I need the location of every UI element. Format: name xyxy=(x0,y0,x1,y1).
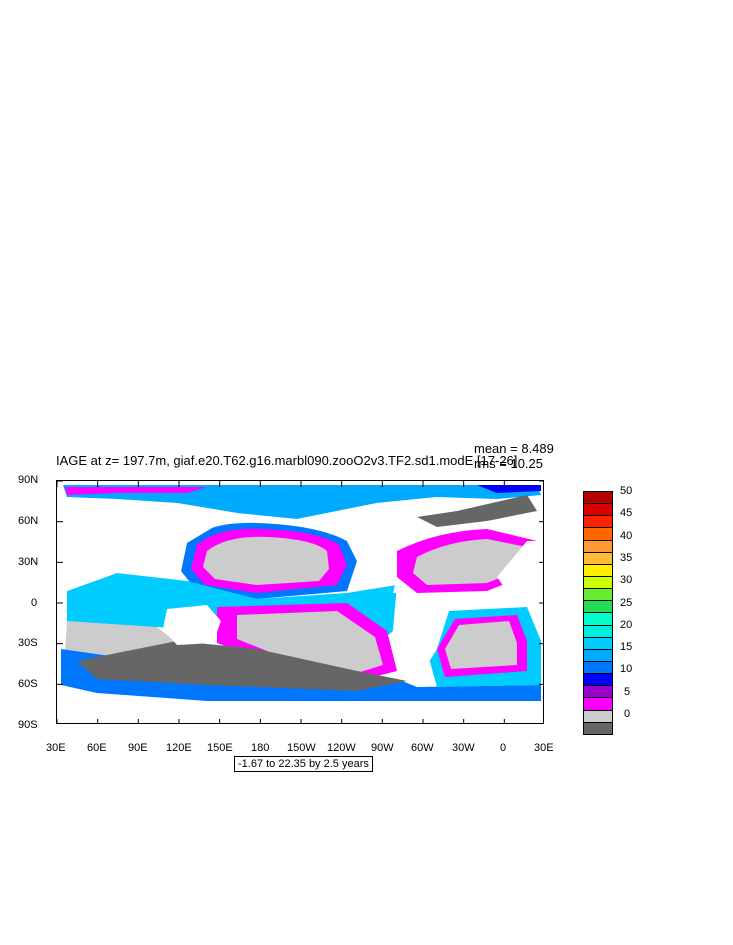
colorbar-label-10: 10 xyxy=(620,663,633,675)
colorbar-label-25: 25 xyxy=(620,597,633,609)
north-pacific-field-core xyxy=(203,536,329,585)
ocean-field-map xyxy=(57,481,543,723)
colorbar-swatch xyxy=(583,613,613,626)
colorbar-swatch xyxy=(583,504,613,517)
lon-label-120e: 120E xyxy=(166,742,192,754)
colorbar-swatch xyxy=(583,576,613,590)
colorbar-swatch xyxy=(583,686,613,699)
south-atlantic-field-core xyxy=(445,621,517,669)
arctic-field xyxy=(63,485,541,519)
rms-stat: rms = 10.25 xyxy=(474,456,544,471)
map-title: IAGE at z= 197.7m, giaf.e20.T62.g16.marb… xyxy=(56,453,518,468)
lon-label-30w: 30W xyxy=(452,742,475,754)
land-antarctica xyxy=(61,701,541,723)
colorbar-label-50: 50 xyxy=(620,485,633,497)
colorbar xyxy=(583,491,613,735)
south-pacific-field-core xyxy=(237,611,383,673)
colorbar-swatch xyxy=(583,552,613,565)
land-africa xyxy=(497,541,541,607)
colorbar-label-45: 45 xyxy=(620,507,633,519)
colorbar-label-15: 15 xyxy=(620,641,633,653)
colorbar-label-5: 5 xyxy=(624,686,631,698)
land-australia xyxy=(163,605,221,645)
colorbar-label-0: 0 xyxy=(624,708,631,720)
colorbar-label-20: 20 xyxy=(620,619,633,631)
arctic-field-east xyxy=(477,485,541,493)
mean-stat: mean = 8.489 xyxy=(474,441,554,456)
lat-label-90n: 90N xyxy=(18,474,39,486)
lat-label-60s: 60S xyxy=(18,678,38,690)
colorbar-swatch xyxy=(583,516,613,529)
colorbar-swatch xyxy=(583,698,613,711)
colorbar-swatch xyxy=(583,625,613,638)
colorbar-label-30: 30 xyxy=(620,574,633,586)
colorbar-swatch xyxy=(583,540,613,553)
lon-label-90w: 90W xyxy=(371,742,394,754)
colorbar-swatch xyxy=(583,710,613,723)
lon-label-0: 0 xyxy=(500,742,507,754)
colorbar-swatch xyxy=(583,661,613,675)
lon-label-150w: 150W xyxy=(287,742,316,754)
lon-label-180: 180 xyxy=(251,742,270,754)
colorbar-swatch xyxy=(583,601,613,614)
colorbar-swatch xyxy=(583,491,613,505)
nordic-field-dark xyxy=(417,495,537,527)
colorbar-swatch xyxy=(583,528,613,541)
lon-label-30e-right: 30E xyxy=(534,742,554,754)
land-americas xyxy=(297,497,449,681)
colorbar-label-35: 35 xyxy=(620,552,633,564)
arctic-field-inner xyxy=(65,487,207,495)
lon-label-90e: 90E xyxy=(128,742,148,754)
colorbar-swatch xyxy=(583,564,613,577)
lon-label-60e: 60E xyxy=(87,742,107,754)
north-atlantic-field-core xyxy=(413,539,527,585)
lat-label-90s: 90S xyxy=(18,719,38,731)
lat-label-60n: 60N xyxy=(18,515,39,527)
colorbar-swatch xyxy=(583,649,613,662)
colorbar-swatch xyxy=(583,589,613,602)
lat-label-eq: 0 xyxy=(31,597,38,609)
lat-label-30s: 30S xyxy=(18,637,38,649)
land-eurasia xyxy=(61,499,237,591)
southern-ocean-field-dark xyxy=(77,641,407,691)
lon-label-60w: 60W xyxy=(411,742,434,754)
colorbar-label-40: 40 xyxy=(620,530,633,542)
lat-label-30n: 30N xyxy=(18,556,39,568)
lon-label-120w: 120W xyxy=(327,742,356,754)
colorbar-swatch xyxy=(583,674,613,687)
map-plot-area xyxy=(56,480,544,724)
colorbar-swatch xyxy=(583,637,613,650)
lon-label-150e: 150E xyxy=(207,742,233,754)
colorbar-swatch xyxy=(583,722,613,735)
contour-range-label: -1.67 to 22.35 by 2.5 years xyxy=(234,756,373,772)
lon-label-30e: 30E xyxy=(46,742,66,754)
